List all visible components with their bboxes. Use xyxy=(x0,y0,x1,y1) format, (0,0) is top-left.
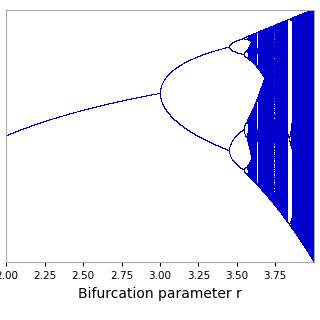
X-axis label: Bifurcation parameter r: Bifurcation parameter r xyxy=(78,287,242,301)
